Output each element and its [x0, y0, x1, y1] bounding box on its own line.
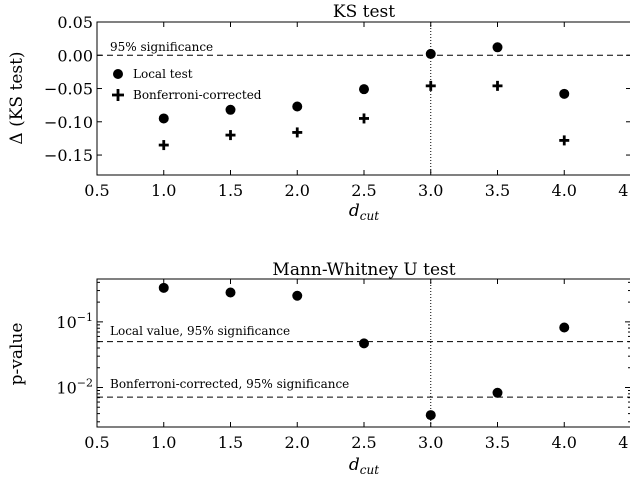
- mw-x-tick-label: 2.5: [351, 433, 376, 452]
- ks-local-test-point: [559, 88, 570, 99]
- mw-y-tick-label: 10−2: [56, 376, 93, 397]
- ks-bonferroni-point: [559, 135, 570, 146]
- ks-x-tick-label: 1.5: [218, 181, 243, 200]
- ks-x-tick-label: 0.5: [84, 181, 109, 200]
- mw-p-value-point: [292, 290, 303, 301]
- ks-x-tick-label: 4.0: [552, 181, 577, 200]
- ks-x-tick-label: 3.5: [485, 181, 510, 200]
- mw-x-tick-label: 1.5: [218, 433, 243, 452]
- ks-y-tick-label: −0.10: [44, 113, 93, 132]
- ks-bonferroni-point: [492, 80, 503, 91]
- ks-local-test-point: [158, 113, 169, 124]
- mw-p-value-point: [559, 322, 570, 333]
- legend-local-test-label: Local test: [133, 67, 193, 81]
- ks-x-tick-label: 2.5: [351, 181, 376, 200]
- ks-panel: KS test 0.5 1.0 1.5 2.0 2.5 3.0 3.5 4.0 4.5 0.05…: [7, 2, 630, 223]
- mw-plot-frame: [96, 278, 630, 428]
- mw-y-ticks: 10−1 10−2: [56, 281, 630, 423]
- ks-y-tick-label: 0.05: [57, 13, 93, 32]
- ks-x-ticks: 0.5 1.0 1.5 2.0 2.5 3.0 3.5 4.0 4.5: [84, 22, 630, 200]
- mw-x-ticks: 0.5 1.0 1.5 2.0 2.5 3.0 3.5 4.0 4.5: [84, 279, 630, 452]
- ks-x-tick-label: 2.0: [285, 181, 310, 200]
- mw-p-value-point: [225, 287, 236, 298]
- ks-x-tick-label: 1.0: [151, 181, 176, 200]
- mw-x-tick-label: 3.5: [485, 433, 510, 452]
- ks-bonferroni-point: [292, 127, 303, 138]
- ks-y-tick-label: 0.00: [57, 46, 93, 65]
- legend-plus-marker-icon: [112, 89, 124, 101]
- legend-bonferroni-label: Bonferroni-corrected: [133, 88, 262, 102]
- mw-local-significance-label: Local value, 95% significance: [110, 324, 290, 338]
- mw-y-axis-label: p-value: [7, 323, 27, 386]
- ks-significance-label: 95% significance: [110, 40, 213, 54]
- ks-y-tick-label: −0.05: [44, 80, 93, 99]
- mw-p-value-point: [359, 338, 369, 349]
- mw-p-value-point: [158, 282, 169, 293]
- mw-y-tick-label: 10−1: [56, 311, 93, 332]
- ks-bonferroni-point: [425, 80, 436, 91]
- ks-y-axis-label: Δ (KS test): [7, 51, 27, 144]
- mw-p-value-point: [492, 387, 503, 398]
- ks-data-points: [158, 42, 570, 151]
- mw-x-tick-label: 2.0: [285, 433, 310, 452]
- ks-bonferroni-point: [359, 113, 369, 124]
- ks-local-test-point: [492, 42, 503, 53]
- ks-x-tick-label: 4.5: [618, 181, 630, 200]
- ks-x-axis-label: dcut: [349, 201, 379, 223]
- ks-bonferroni-point: [158, 140, 169, 151]
- mw-bonferroni-significance-label: Bonferroni-corrected, 95% significance: [110, 377, 349, 391]
- mw-x-tick-label: 4.5: [618, 433, 630, 452]
- ks-local-test-point: [425, 48, 436, 59]
- ks-chart-title: KS test: [333, 2, 395, 22]
- ks-bonferroni-point: [225, 130, 236, 141]
- ks-legend: Local test Bonferroni-corrected: [112, 67, 262, 102]
- mw-x-tick-label: 0.5: [84, 433, 109, 452]
- ks-local-test-point: [225, 104, 236, 115]
- ks-local-test-point: [359, 84, 369, 95]
- mw-x-tick-label: 1.0: [151, 433, 176, 452]
- mw-data-points: [158, 282, 570, 421]
- mw-x-axis-label: dcut: [349, 455, 379, 477]
- ks-y-tick-label: −0.15: [44, 146, 93, 165]
- mw-chart-title: Mann-Whitney U test: [272, 260, 455, 280]
- ks-x-tick-label: 3.0: [418, 181, 443, 200]
- legend-circle-marker-icon: [113, 69, 123, 79]
- mw-panel: Mann-Whitney U test 0.5 1.0 1.5 2.0 2.5 3.0 3.…: [7, 260, 630, 477]
- ks-y-ticks: 0.05 0.00 −0.05 −0.10 −0.15: [44, 13, 630, 165]
- ks-local-test-point: [292, 101, 303, 112]
- mw-p-value-point: [425, 410, 436, 421]
- mw-x-tick-label: 4.0: [552, 433, 577, 452]
- mw-x-tick-label: 3.0: [418, 433, 443, 452]
